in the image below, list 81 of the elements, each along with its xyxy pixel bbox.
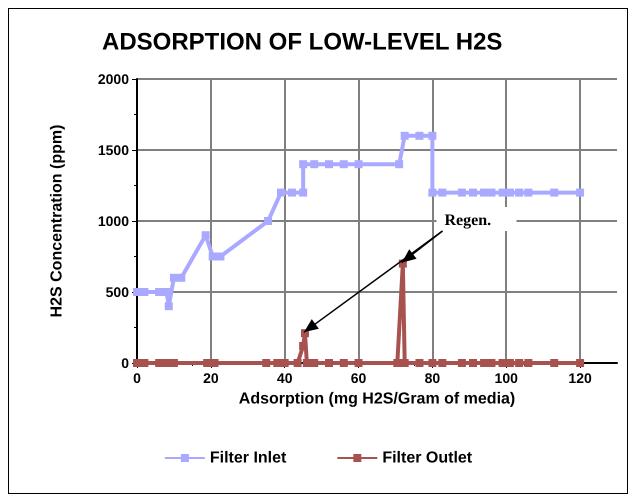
point [310,359,318,367]
point [264,217,272,225]
point [487,359,496,367]
point [438,188,446,197]
point [515,188,524,197]
point [480,359,488,367]
point [162,359,171,367]
point [133,288,141,296]
chart-title: ADSORPTION OF LOW-LEVEL H2S [102,28,502,56]
x-axis-title: Adsorption (mg H2S/Gram of media) [238,390,516,408]
point [487,188,496,197]
point [354,160,363,168]
y-tick-label: 0 [121,355,130,371]
legend-label: Filter Outlet [382,450,473,466]
point [262,359,270,367]
point [400,359,409,367]
point [340,359,348,367]
point [310,160,318,168]
point [438,359,446,367]
x-tick-label: 40 [276,370,293,386]
point [202,231,210,240]
point [340,160,348,168]
point [524,188,532,197]
point [216,252,224,260]
point [325,359,333,367]
point [203,359,212,367]
point [164,302,173,310]
point [140,359,148,367]
point [277,188,285,197]
point [576,359,584,367]
point [506,188,514,197]
point [458,359,466,367]
annotation: Regen. [444,212,492,229]
x-tick-label: 60 [350,370,367,386]
point [469,188,477,197]
x-tick-label: 100 [494,370,518,386]
y-tick-label: 500 [106,284,130,300]
point [210,359,219,367]
point [428,132,436,140]
point [280,359,289,367]
x-tick-label: 80 [424,370,440,386]
point [524,359,532,367]
point [302,359,311,367]
point [550,188,558,197]
point [400,132,409,140]
point [294,359,302,367]
point [480,188,488,197]
legend-label: Filter Inlet [210,450,288,466]
point [506,359,514,367]
point [415,359,424,367]
y-tick-label: 1000 [98,213,130,229]
x-tick-label: 120 [568,370,592,386]
point [288,188,296,197]
point [299,188,308,197]
point [498,188,507,197]
point [177,274,186,282]
point [415,132,424,140]
x-tick-label: 0 [133,370,142,386]
point [208,252,217,260]
y-tick-label: 2000 [98,71,130,87]
point [325,160,333,168]
point [170,274,178,282]
point [428,359,436,367]
point [498,359,507,367]
y-tick-label: 1500 [98,142,130,158]
point [155,288,164,296]
point [395,160,404,168]
point [299,160,308,168]
y-axis-title: H2S Concentration (ppm) [48,124,66,318]
point [162,288,171,296]
point [155,359,164,367]
point [458,188,466,197]
point [428,188,436,197]
point [550,359,558,367]
point [140,288,148,296]
x-tick-label: 20 [203,370,219,386]
point [354,359,363,367]
point [576,188,584,197]
point [170,359,178,367]
point [469,359,477,367]
point [515,359,524,367]
